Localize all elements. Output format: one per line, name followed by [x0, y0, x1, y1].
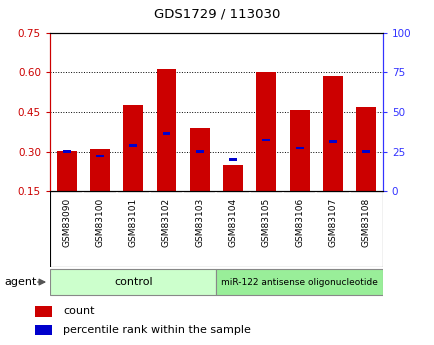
- Text: GSM83105: GSM83105: [261, 198, 270, 247]
- Text: GSM83104: GSM83104: [228, 198, 237, 247]
- Bar: [50, 269, 216, 295]
- Text: GSM83100: GSM83100: [95, 198, 104, 247]
- Bar: [96, 155, 104, 157]
- Bar: [322, 76, 342, 191]
- Bar: [189, 128, 209, 191]
- Bar: [156, 69, 176, 191]
- Text: GSM83107: GSM83107: [328, 198, 337, 247]
- Bar: [256, 72, 276, 191]
- Text: GSM83106: GSM83106: [294, 198, 303, 247]
- Bar: [355, 107, 375, 191]
- Text: GSM83101: GSM83101: [128, 198, 138, 247]
- Bar: [195, 150, 203, 153]
- Text: GSM83090: GSM83090: [62, 198, 71, 247]
- Bar: [223, 165, 243, 191]
- Bar: [62, 150, 70, 153]
- Bar: [162, 132, 170, 135]
- Text: GSM83108: GSM83108: [361, 198, 370, 247]
- Bar: [362, 150, 369, 153]
- Bar: [328, 140, 336, 142]
- Bar: [56, 151, 76, 191]
- Bar: [295, 147, 303, 149]
- Text: percentile rank within the sample: percentile rank within the sample: [63, 325, 250, 335]
- Text: control: control: [114, 277, 152, 287]
- Text: count: count: [63, 306, 94, 316]
- Bar: [216, 269, 382, 295]
- Text: GSM83102: GSM83102: [161, 198, 171, 247]
- Bar: [35, 325, 52, 335]
- Bar: [129, 144, 137, 147]
- Text: GSM83103: GSM83103: [195, 198, 204, 247]
- Bar: [35, 306, 52, 317]
- Text: miR-122 antisense oligonucleotide: miR-122 antisense oligonucleotide: [220, 277, 377, 287]
- Bar: [229, 158, 237, 161]
- Text: agent: agent: [4, 277, 36, 287]
- Bar: [123, 105, 143, 191]
- Bar: [289, 110, 309, 191]
- Text: GDS1729 / 113030: GDS1729 / 113030: [154, 8, 280, 21]
- Bar: [262, 139, 270, 141]
- Bar: [90, 149, 110, 191]
